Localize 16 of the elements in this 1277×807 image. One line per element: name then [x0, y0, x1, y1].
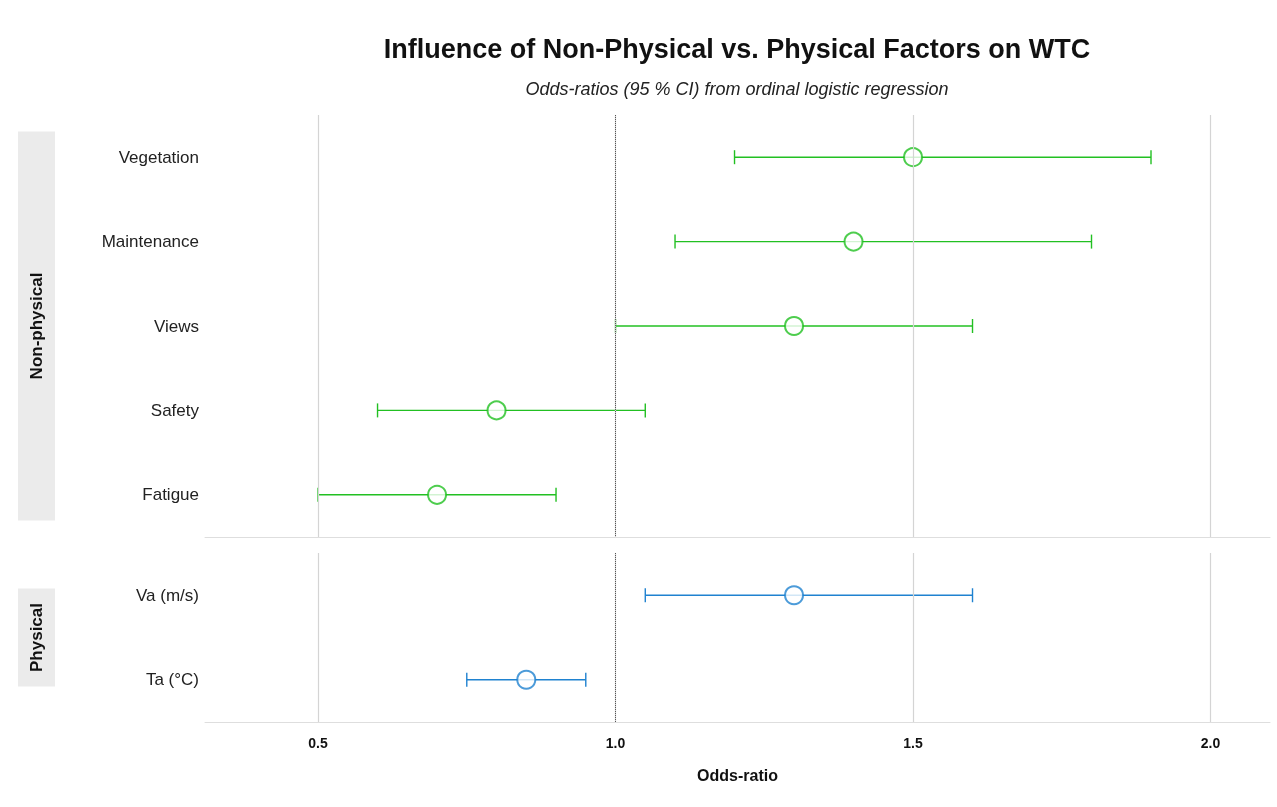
y-tick-label: Views — [153, 316, 199, 336]
x-tick-label: 1.5 — [903, 735, 923, 752]
y-tick-label: Vegetation — [118, 147, 199, 167]
x-tick-label: 1.0 — [605, 735, 626, 752]
y-tick-label: Ta (°C) — [145, 670, 199, 690]
chart-title: Influence of Non-Physical vs. Physical Factors on WTC — [383, 33, 1091, 64]
y-tick-label: Maintenance — [101, 232, 199, 252]
x-tick-label: 2.0 — [1200, 735, 1221, 752]
y-axis-title: Non-physical — [27, 272, 46, 380]
y-axis-title: Physical — [27, 603, 46, 673]
y-tick-label: Va (m/s) — [136, 585, 199, 605]
chart-subtitle: Odds-ratios (95 % CI) from ordinal logistic regression — [525, 79, 949, 99]
x-axis-title: Odds-ratio — [697, 766, 779, 784]
y-tick-label: Fatigue — [142, 485, 199, 505]
x-tick-label: 0.5 — [308, 735, 328, 752]
y-tick-label: Safety — [150, 400, 200, 420]
